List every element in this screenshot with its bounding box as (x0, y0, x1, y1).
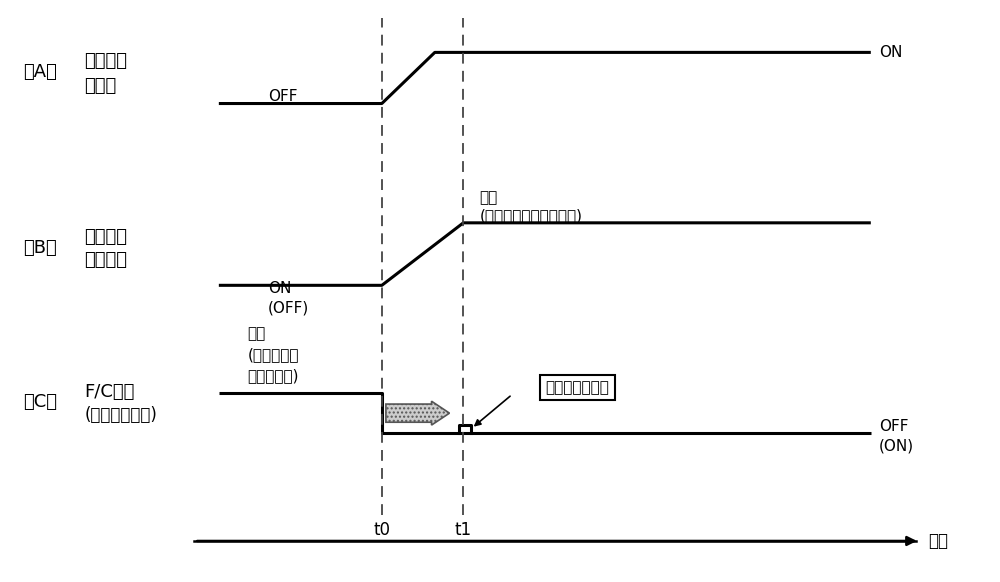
Text: 的控制位置): 的控制位置) (247, 368, 299, 383)
Text: 延迟: 延迟 (480, 190, 498, 205)
Text: ON: ON (268, 281, 291, 296)
Text: ON: ON (879, 45, 902, 60)
Text: t1: t1 (455, 521, 472, 539)
Text: 使气门恢复延迟: 使气门恢复延迟 (545, 380, 609, 395)
Text: F/C标记: F/C标记 (84, 383, 135, 401)
Text: (OFF): (OFF) (268, 300, 309, 315)
Text: (气门恢复指令): (气门恢复指令) (84, 406, 157, 424)
Text: OFF: OFF (879, 418, 908, 434)
Text: (气门停止时: (气门停止时 (247, 347, 299, 362)
Text: OFF: OFF (268, 89, 297, 104)
Text: (ON): (ON) (879, 438, 914, 453)
Text: （C）: （C） (23, 393, 57, 411)
Text: 排气门的: 排气门的 (84, 228, 127, 246)
Text: 油门踏板: 油门踏板 (84, 52, 127, 70)
Text: （A）: （A） (23, 63, 57, 81)
Text: t0: t0 (373, 521, 390, 539)
Text: 的踏下: 的踏下 (84, 77, 117, 95)
FancyArrow shape (386, 401, 449, 425)
Text: （B）: （B） (23, 239, 57, 257)
Text: 开闭正时: 开闭正时 (84, 251, 127, 269)
Text: (气门工作时的控制位置): (气门工作时的控制位置) (480, 208, 583, 223)
Text: 时间: 时间 (928, 532, 948, 550)
Text: 提前: 提前 (247, 326, 266, 341)
